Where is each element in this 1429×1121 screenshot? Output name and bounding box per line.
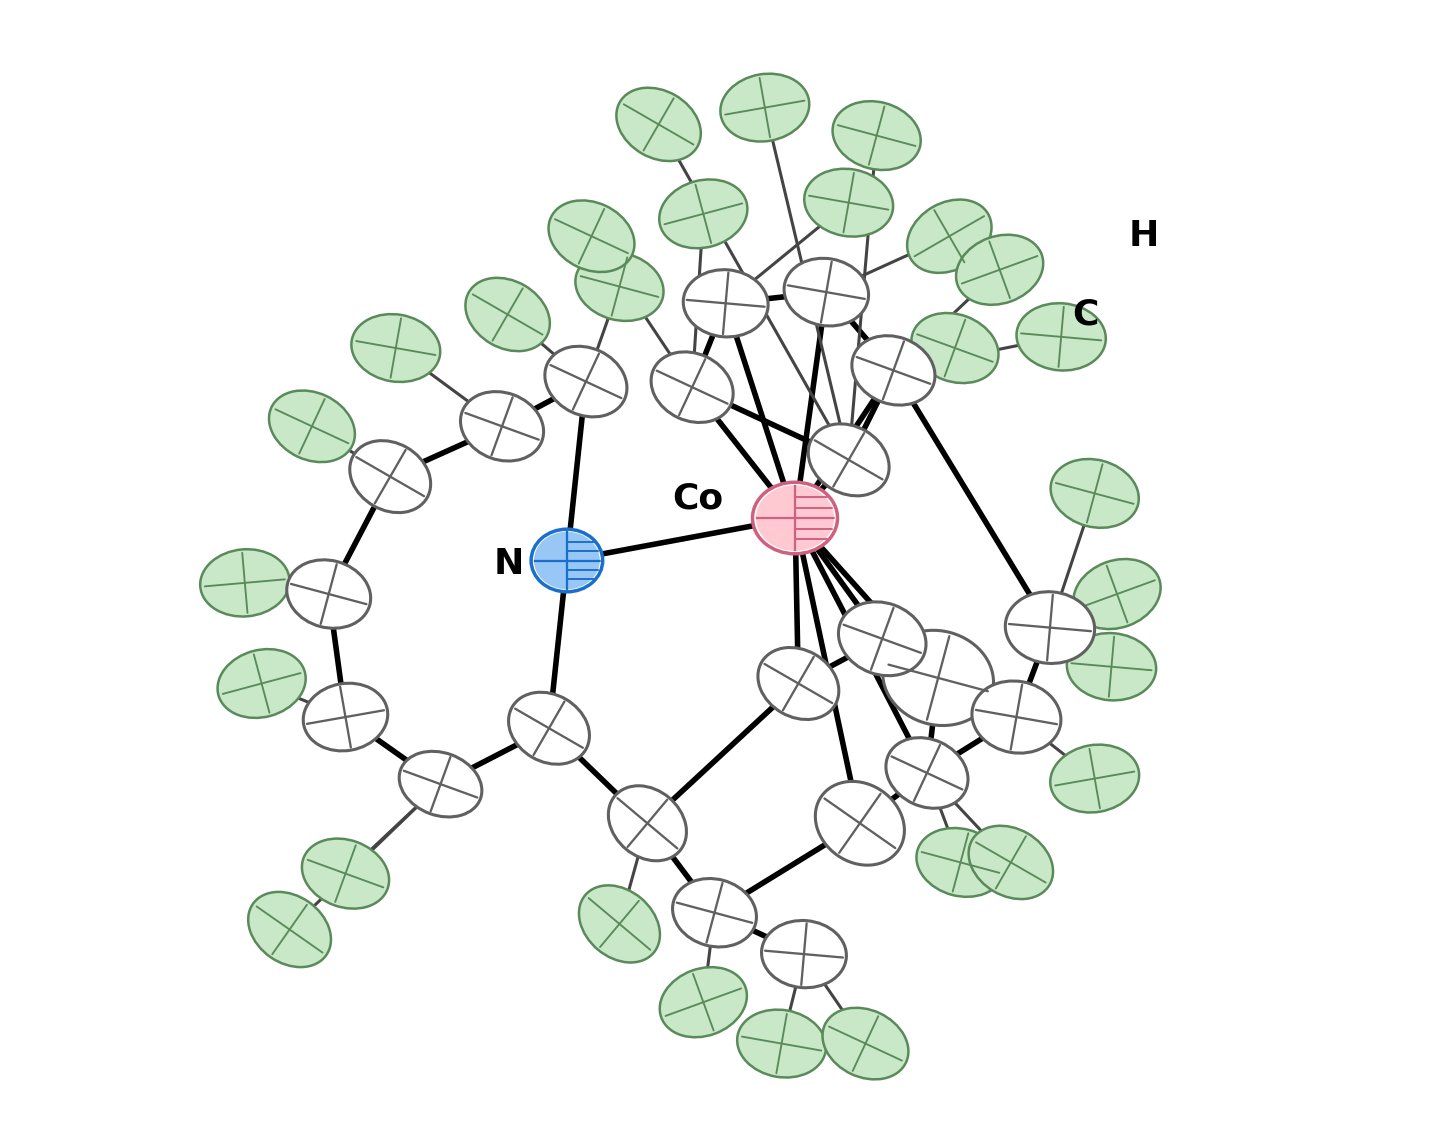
Ellipse shape — [852, 335, 935, 405]
Ellipse shape — [785, 258, 869, 326]
Ellipse shape — [532, 529, 603, 592]
Ellipse shape — [352, 314, 440, 382]
Text: C: C — [1072, 297, 1099, 332]
Ellipse shape — [912, 313, 999, 383]
Ellipse shape — [907, 200, 992, 272]
Ellipse shape — [1016, 303, 1106, 371]
Ellipse shape — [652, 352, 733, 423]
Ellipse shape — [823, 1008, 909, 1080]
Ellipse shape — [659, 179, 747, 248]
Ellipse shape — [549, 201, 634, 272]
Ellipse shape — [287, 559, 370, 628]
Ellipse shape — [673, 879, 756, 947]
Ellipse shape — [200, 549, 290, 617]
Ellipse shape — [683, 270, 769, 337]
Ellipse shape — [302, 839, 389, 909]
Ellipse shape — [737, 1010, 826, 1077]
Ellipse shape — [886, 738, 967, 808]
Ellipse shape — [1050, 744, 1139, 813]
Ellipse shape — [956, 234, 1043, 305]
Ellipse shape — [660, 967, 747, 1037]
Ellipse shape — [269, 390, 354, 462]
Text: H: H — [1129, 220, 1159, 253]
Ellipse shape — [544, 346, 627, 417]
Ellipse shape — [969, 826, 1053, 899]
Ellipse shape — [579, 886, 660, 963]
Ellipse shape — [916, 828, 1005, 897]
Ellipse shape — [883, 630, 993, 725]
Ellipse shape — [534, 531, 600, 590]
Ellipse shape — [809, 424, 889, 495]
Ellipse shape — [1050, 458, 1139, 528]
Ellipse shape — [756, 485, 835, 550]
Text: N: N — [494, 547, 524, 581]
Ellipse shape — [839, 602, 926, 676]
Ellipse shape — [805, 169, 893, 237]
Ellipse shape — [762, 920, 846, 988]
Ellipse shape — [576, 252, 663, 321]
Ellipse shape — [609, 786, 686, 861]
Ellipse shape — [217, 649, 306, 717]
Ellipse shape — [249, 892, 332, 967]
Ellipse shape — [1073, 559, 1160, 629]
Ellipse shape — [509, 693, 589, 765]
Ellipse shape — [1005, 592, 1095, 664]
Ellipse shape — [753, 482, 837, 554]
Ellipse shape — [757, 648, 839, 720]
Ellipse shape — [303, 683, 387, 751]
Ellipse shape — [350, 441, 430, 512]
Ellipse shape — [399, 751, 482, 817]
Ellipse shape — [460, 391, 543, 461]
Ellipse shape — [616, 87, 700, 161]
Ellipse shape — [1067, 633, 1156, 701]
Text: Co: Co — [672, 482, 723, 516]
Ellipse shape — [720, 74, 809, 141]
Ellipse shape — [816, 781, 905, 865]
Ellipse shape — [466, 278, 550, 351]
Ellipse shape — [972, 680, 1060, 753]
Ellipse shape — [833, 101, 920, 170]
